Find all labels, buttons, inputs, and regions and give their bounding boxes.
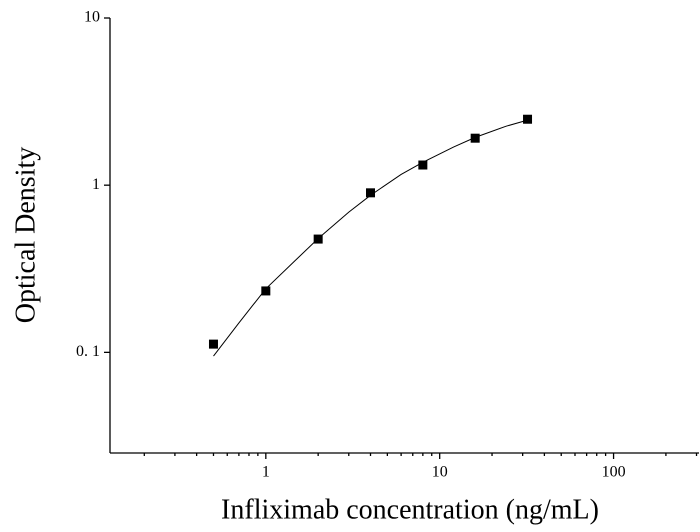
x-axis-title: Infliximab concentration (ng/mL): [221, 494, 599, 525]
x-tick-label: 10: [432, 464, 448, 481]
y-tick-label: 0. 1: [76, 343, 100, 360]
y-tick-label: 10: [84, 9, 100, 26]
data-point: [418, 160, 428, 170]
data-point: [261, 286, 271, 296]
data-point: [366, 188, 376, 198]
data-point: [470, 133, 480, 143]
y-tick-label: 1: [92, 176, 100, 193]
data-point: [208, 339, 218, 349]
x-tick-label: 1: [262, 464, 270, 481]
fit-curve: [213, 119, 528, 357]
y-axis-title: Optical Density: [10, 147, 41, 324]
x-tick-label: 100: [602, 464, 626, 481]
data-point: [523, 114, 533, 124]
